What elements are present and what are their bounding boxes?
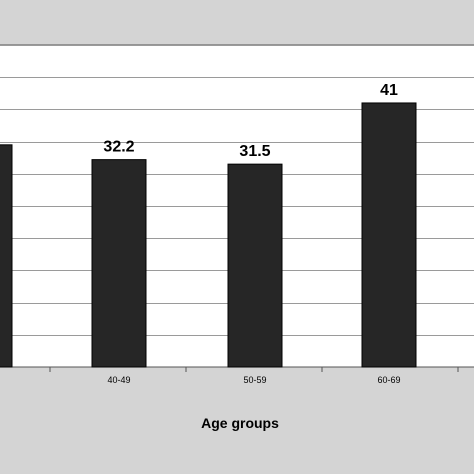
x-tick-label: 60-69 xyxy=(377,375,400,385)
bars xyxy=(0,102,417,368)
x-tick-label: 40-49 xyxy=(107,375,130,385)
x-tick-labels: 40-49 50-59 60-69 xyxy=(49,367,459,385)
bar xyxy=(227,163,283,368)
bar xyxy=(361,102,417,368)
bar xyxy=(91,159,147,368)
data-label: 41 xyxy=(380,82,398,99)
data-label: 31.5 xyxy=(239,143,270,160)
data-labels: 32.2 31.5 41 xyxy=(103,82,398,160)
x-axis-title: Age groups xyxy=(201,415,279,431)
x-tick-label: 50-59 xyxy=(243,375,266,385)
bar xyxy=(0,144,13,368)
data-label: 32.2 xyxy=(103,139,134,156)
